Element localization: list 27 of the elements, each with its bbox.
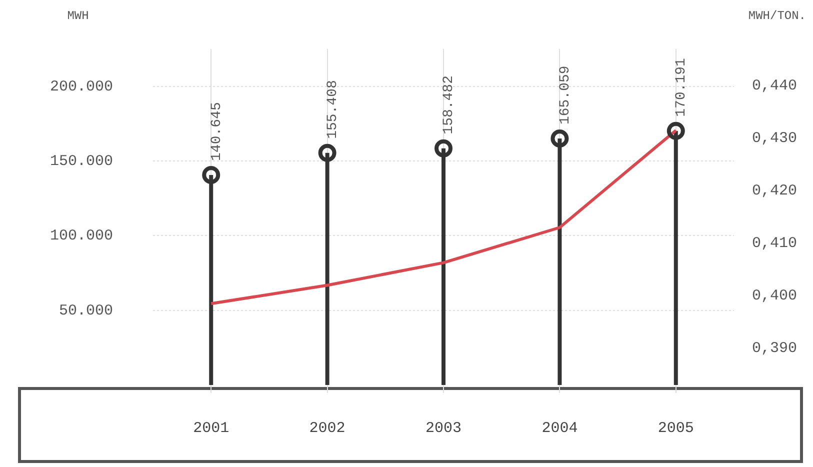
data-label: 140.645 bbox=[208, 102, 225, 161]
x-tick-label: 2002 bbox=[309, 420, 346, 437]
y-tick-label: 200.000 bbox=[50, 78, 114, 96]
y-tick-label: 150.000 bbox=[50, 152, 114, 170]
x-tick-label: 2005 bbox=[658, 420, 694, 437]
x-tick-label: 2003 bbox=[425, 420, 462, 437]
data-label: 165.059 bbox=[557, 66, 574, 125]
x-tick-label: 2004 bbox=[542, 420, 578, 437]
data-label: 158.482 bbox=[441, 76, 458, 134]
x-tick-label: 2001 bbox=[193, 420, 230, 437]
y2-axis-title: MWH/TON. bbox=[748, 9, 806, 24]
point bbox=[434, 139, 452, 158]
point bbox=[202, 166, 220, 184]
y-tick-label: 50.000 bbox=[58, 302, 114, 320]
y2-tick-label: 0,420 bbox=[752, 182, 798, 200]
y2-tick-label: 0,390 bbox=[752, 340, 798, 358]
data-label: 155.408 bbox=[325, 80, 342, 139]
data-label: 170.191 bbox=[674, 58, 690, 117]
point bbox=[318, 144, 336, 162]
point bbox=[550, 130, 569, 148]
y2-tick-label: 0,400 bbox=[752, 288, 798, 305]
point bbox=[666, 122, 685, 140]
y2-tick-label: 0,430 bbox=[752, 130, 798, 148]
y-tick-label: 100.000 bbox=[50, 228, 114, 245]
y2-tick-label: 0,410 bbox=[752, 235, 798, 252]
y2-tick-label: 0,440 bbox=[752, 78, 798, 95]
y-axis-title: MWH bbox=[67, 9, 89, 24]
